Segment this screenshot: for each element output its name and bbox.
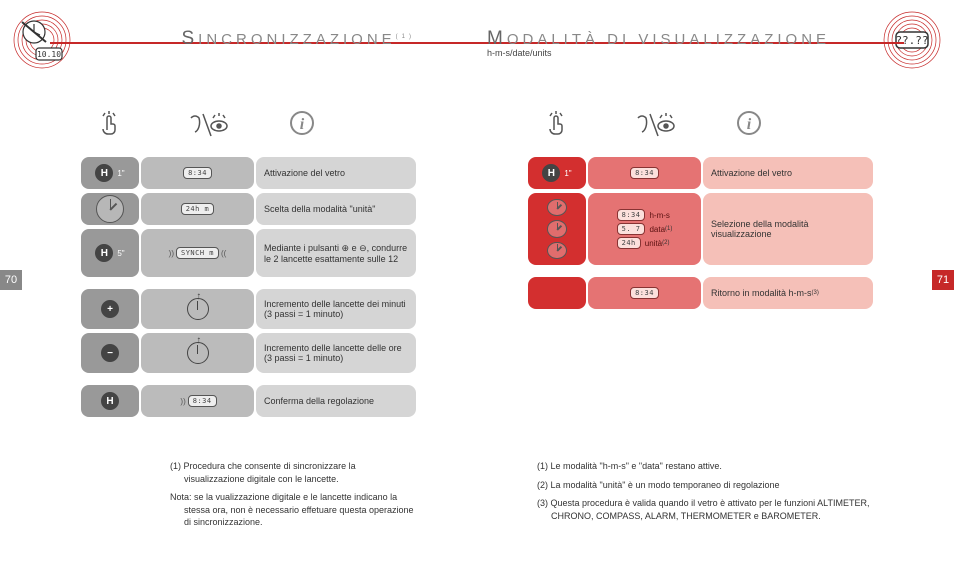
- action-cell: H1": [81, 157, 139, 189]
- info-cell: Attivazione del vetro: [256, 157, 416, 189]
- fingerprint-clock-icon: 10.10: [12, 10, 72, 70]
- info-cell: Incremento delle lancette dei minuti (3 …: [256, 289, 416, 329]
- page-left: 10.10 SINCRONIZZAZIONE(1) 70 i H1"H5"+−H…: [0, 0, 477, 574]
- ear-eye-icon: [632, 110, 676, 143]
- action-cell: −: [81, 333, 139, 373]
- footnote: (2) La modalità "unità" è un modo tempor…: [537, 479, 874, 492]
- page-number-left: 70: [0, 270, 22, 290]
- info-cell: Ritorno in modalità h-m-s(3): [703, 277, 873, 309]
- dial-increment-icon: ↑: [187, 298, 209, 320]
- footnote: (1) Le modalità "h-m-s" e "data" restano…: [537, 460, 874, 473]
- content-left: i H1" H5" + − H 8:34 24h m ))SYNCH m(( ↑ ↑ ))8:34…: [80, 110, 417, 419]
- lcd-display: 8:34: [630, 167, 659, 179]
- feedback-cell: 8:34: [588, 277, 701, 309]
- info-icon: i: [736, 110, 762, 143]
- instruction-table-right: H1" 8:348:34h-m-s5. 7data(1)24hunità(2)8…: [527, 155, 874, 311]
- lcd-display: 24h m: [181, 203, 215, 215]
- instruction-table-left: H1" H5" + − H 8:34 24h m ))SYNCH m(( ↑ ↑ ))8:34 A…: [80, 155, 417, 419]
- lcd-display: SYNCH m: [176, 247, 219, 259]
- svg-text:i: i: [747, 116, 752, 133]
- feedback-cell: 8:34: [588, 157, 701, 189]
- feedback-cell: ↑: [141, 289, 254, 329]
- button-H: H: [95, 244, 113, 262]
- action-cell: H1": [528, 157, 586, 189]
- footnote: (1) Procedura che consente di sincronizz…: [170, 460, 417, 485]
- page-title-right: MODALITÀ DI VISUALIZZAZIONE: [487, 28, 830, 50]
- action-cell: [81, 193, 139, 225]
- column-header-icons: i: [527, 110, 874, 143]
- clock-adjust-icon: [547, 199, 567, 216]
- action-cell: +: [81, 289, 139, 329]
- clock-adjust-icon: [547, 220, 567, 237]
- lcd-display: 24h: [617, 237, 641, 249]
- footnote: (3) Questa procedura è valida quando il …: [537, 497, 874, 522]
- action-cell: [528, 193, 586, 265]
- svg-text:10.10: 10.10: [37, 50, 61, 59]
- info-cell: Attivazione del vetro: [703, 157, 873, 189]
- clock-adjust-icon: [547, 242, 567, 259]
- button-+: +: [101, 300, 119, 318]
- fingerprint-lcd-icon: ??.??: [882, 10, 942, 70]
- dial-increment-icon: ↑: [187, 342, 209, 364]
- button-H: H: [101, 392, 119, 410]
- page-right: ??.?? MODALITÀ DI VISUALIZZAZIONE h-m-s/…: [477, 0, 954, 574]
- footnotes-right: (1) Le modalità "h-m-s" e "data" restano…: [537, 460, 874, 528]
- info-cell: Incremento delle lancette delle ore (3 p…: [256, 333, 416, 373]
- content-right: i H1" 8:348:34h-m-s5. 7data(1)24hunità(2…: [527, 110, 874, 311]
- feedback-cell: 8:34h-m-s5. 7data(1)24hunità(2): [588, 193, 701, 265]
- lcd-display: 8:34: [188, 395, 217, 407]
- hand-pointing-icon: [95, 110, 125, 143]
- info-cell: Mediante i pulsanti ⊕ e ⊖, condurre le 2…: [256, 229, 416, 277]
- lcd-display: 8:34: [183, 167, 212, 179]
- button-H: H: [542, 164, 560, 182]
- page-number-right: 71: [932, 270, 954, 290]
- lcd-display: 5. 7: [617, 223, 646, 235]
- feedback-cell: ))8:34: [141, 385, 254, 417]
- action-cell: [528, 277, 586, 309]
- feedback-cell: 24h m: [141, 193, 254, 225]
- feedback-cell: ))SYNCH m((: [141, 229, 254, 277]
- lcd-display: 8:34: [617, 209, 646, 221]
- page-title-left: SINCRONIZZAZIONE(1): [181, 28, 415, 50]
- info-cell: Selezione della modalità visualizzazione: [703, 193, 873, 265]
- footnotes-left: (1) Procedura che consente di sincronizz…: [170, 460, 417, 535]
- info-cell: Scelta della modalità "unità": [256, 193, 416, 225]
- button-H: H: [95, 164, 113, 182]
- clock-adjust-icon: [96, 195, 124, 223]
- column-header-icons: i: [80, 110, 417, 143]
- page-subtitle: h-m-s/date/units: [487, 48, 552, 58]
- svg-text:??.??: ??.??: [895, 34, 928, 47]
- feedback-cell: ↑: [141, 333, 254, 373]
- info-icon: i: [289, 110, 315, 143]
- lcd-display: 8:34: [630, 287, 659, 299]
- action-cell: H5": [81, 229, 139, 277]
- svg-text:i: i: [300, 116, 305, 133]
- ear-eye-icon: [185, 110, 229, 143]
- info-cell: Conferma della regolazione: [256, 385, 416, 417]
- footnote: Nota: se la vualizzazione digitale e le …: [170, 491, 417, 529]
- feedback-cell: 8:34: [141, 157, 254, 189]
- button-−: −: [101, 344, 119, 362]
- hand-pointing-icon: [542, 110, 572, 143]
- action-cell: H: [81, 385, 139, 417]
